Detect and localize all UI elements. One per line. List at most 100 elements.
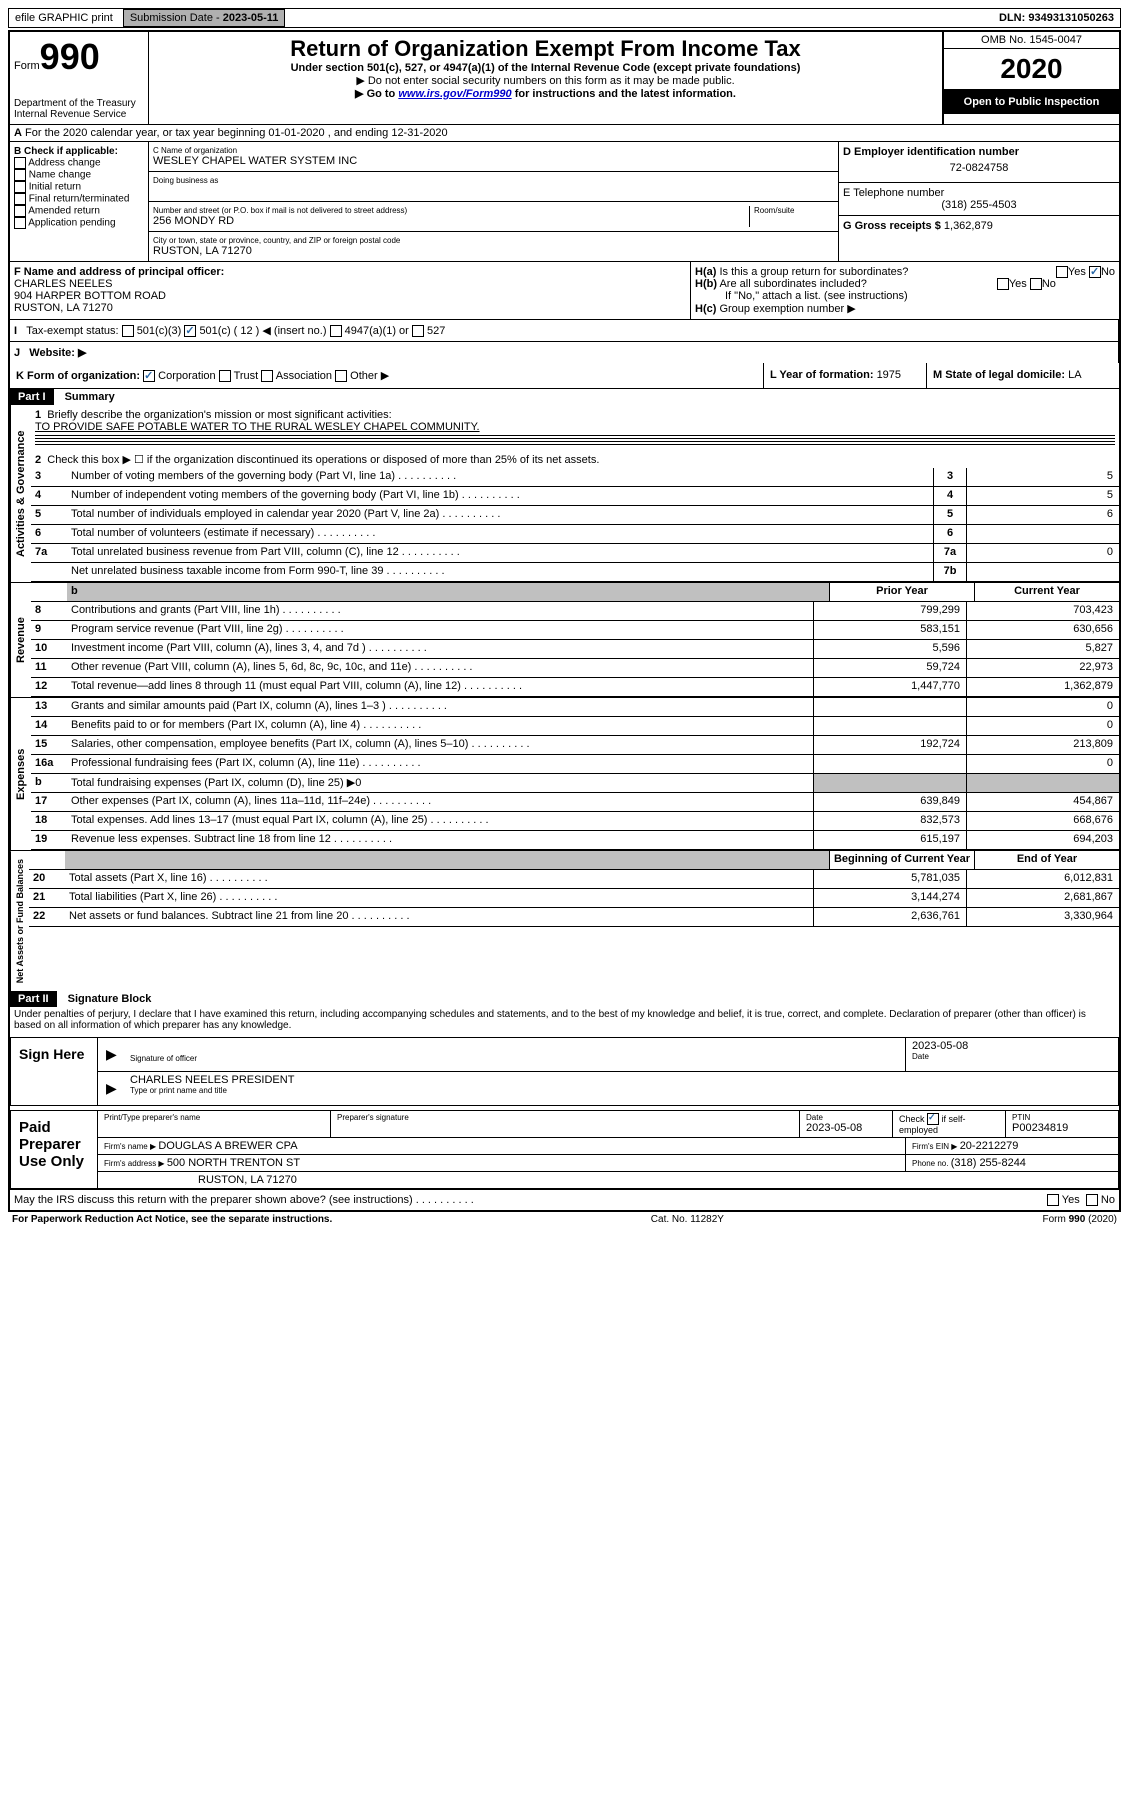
ein-label: D Employer identification number (843, 146, 1019, 158)
street-address: 256 MONDY RD (153, 215, 749, 227)
paid-preparer-section: Paid Preparer Use Only Print/Type prepar… (10, 1110, 1119, 1189)
part2-header-row: Part II Signature Block (10, 991, 1119, 1007)
footer-left: For Paperwork Reduction Act Notice, see … (12, 1214, 332, 1225)
officer-name-title: CHARLES NEELES PRESIDENT (130, 1074, 1112, 1086)
form-note1: ▶ Do not enter social security numbers o… (153, 74, 938, 87)
netassets-section: Net Assets or Fund Balances Beginning of… (10, 850, 1119, 991)
irs-link[interactable]: www.irs.gov/Form990 (398, 88, 511, 100)
data-row: 21 Total liabilities (Part X, line 26) 3… (29, 889, 1119, 908)
ha-yes[interactable] (1056, 266, 1068, 278)
firm-addr1: 500 NORTH TRENTON ST (167, 1157, 300, 1169)
data-row: 22 Net assets or fund balances. Subtract… (29, 908, 1119, 927)
cb-501c[interactable] (184, 325, 196, 337)
hb-label: Are all subordinates included? (719, 278, 866, 290)
officer-addr2: RUSTON, LA 71270 (14, 302, 113, 314)
ha-label: Is this a group return for subordinates? (719, 266, 908, 278)
ha-no[interactable] (1089, 266, 1101, 278)
gov-row: 5 Total number of individuals employed i… (31, 506, 1119, 525)
discuss-yes[interactable] (1047, 1194, 1059, 1206)
omb-number: OMB No. 1545-0047 (944, 32, 1119, 49)
public-inspection: Open to Public Inspection (944, 90, 1119, 114)
col-current: Current Year (974, 583, 1119, 601)
submission-date-box: Submission Date - 2023-05-11 (123, 9, 286, 27)
gov-row: Net unrelated business taxable income fr… (31, 563, 1119, 582)
city-label: City or town, state or province, country… (153, 236, 834, 245)
identity-section: B Check if applicable: Address change Na… (10, 142, 1119, 262)
page-footer: For Paperwork Reduction Act Notice, see … (8, 1212, 1121, 1227)
col-end: End of Year (974, 851, 1119, 869)
data-row: 14 Benefits paid to or for members (Part… (31, 717, 1119, 736)
checkbox-initial-return[interactable] (14, 181, 26, 193)
self-employed-check: Check if self-employed (899, 1114, 966, 1136)
firm-addr2: RUSTON, LA 71270 (98, 1172, 1118, 1188)
officer-addr1: 904 HARPER BOTTOM ROAD (14, 290, 166, 302)
hc-label: Group exemption number ▶ (719, 303, 855, 315)
state-domicile-label: M State of legal domicile: (933, 369, 1068, 381)
cb-4947[interactable] (330, 325, 342, 337)
phone-value: (318) 255-4503 (843, 199, 1115, 211)
hb-yes[interactable] (997, 278, 1009, 290)
form-container: Form990 Department of the TreasuryIntern… (8, 30, 1121, 1212)
dept-label: Department of the TreasuryInternal Reven… (14, 98, 144, 120)
expenses-label: Expenses (10, 698, 31, 850)
org-name: WESLEY CHAPEL WATER SYSTEM INC (153, 155, 834, 167)
data-row: 16a Professional fundraising fees (Part … (31, 755, 1119, 774)
city-state-zip: RUSTON, LA 71270 (153, 245, 834, 257)
org-name-label: C Name of organization (153, 146, 834, 155)
gov-row: 6 Total number of volunteers (estimate i… (31, 525, 1119, 544)
footer-mid: Cat. No. 11282Y (651, 1214, 724, 1225)
gross-receipts-label: G Gross receipts $ (843, 220, 944, 232)
dln-box: DLN: 93493131050263 (993, 10, 1120, 26)
part1-header-row: Part I Summary (10, 389, 1119, 405)
governance-label: Activities & Governance (10, 405, 31, 582)
checkbox-final-return[interactable] (14, 193, 26, 205)
ein-value: 72-0824758 (843, 158, 1115, 178)
data-row: 17 Other expenses (Part IX, column (A), … (31, 793, 1119, 812)
q1-label: Briefly describe the organization's miss… (47, 409, 391, 421)
officer-section: F Name and address of principal officer:… (10, 262, 1119, 320)
gross-receipts-value: 1,362,879 (944, 220, 993, 232)
data-row: 15 Salaries, other compensation, employe… (31, 736, 1119, 755)
data-row: 10 Investment income (Part VIII, column … (31, 640, 1119, 659)
efile-label[interactable]: efile GRAPHIC print (9, 10, 119, 26)
website-row: J Website: ▶ (10, 342, 1118, 363)
data-row: 12 Total revenue—add lines 8 through 11 … (31, 678, 1119, 697)
period-row: A For the 2020 calendar year, or tax yea… (10, 125, 1119, 142)
sig-date: 2023-05-08 (912, 1040, 1112, 1052)
checkbox-application-pending[interactable] (14, 217, 26, 229)
q2-label: Check this box ▶ ☐ if the organization d… (47, 454, 599, 466)
checkbox-address-change[interactable] (14, 157, 26, 169)
dba-label: Doing business as (153, 176, 834, 185)
year-formation: 1975 (877, 369, 901, 381)
hb-no[interactable] (1030, 278, 1042, 290)
footer-right: Form 990 (2020) (1043, 1214, 1117, 1225)
top-bar: efile GRAPHIC print Submission Date - 20… (8, 8, 1121, 28)
cb-other[interactable] (335, 370, 347, 382)
revenue-label: Revenue (10, 583, 31, 697)
cb-527[interactable] (412, 325, 424, 337)
officer-label: F Name and address of principal officer: (14, 266, 224, 278)
form-note2: ▶ Go to www.irs.gov/Form990 for instruct… (153, 87, 938, 100)
firm-ein: 20-2212279 (960, 1140, 1019, 1152)
year-formation-label: L Year of formation: (770, 369, 877, 381)
data-row: 13 Grants and similar amounts paid (Part… (31, 698, 1119, 717)
cb-assoc[interactable] (261, 370, 273, 382)
q1-answer: TO PROVIDE SAFE POTABLE WATER TO THE RUR… (35, 421, 480, 433)
cb-corp[interactable] (143, 370, 155, 382)
org-form-row: K Form of organization: Corporation Trus… (10, 363, 1119, 389)
box-b-label: B Check if applicable: (14, 146, 118, 157)
form-title: Return of Organization Exempt From Incom… (153, 36, 938, 62)
sign-here-section: Sign Here ▶ Signature of officer 2023-05… (10, 1037, 1119, 1106)
officer-name: CHARLES NEELES (14, 278, 112, 290)
firm-phone: (318) 255-8244 (951, 1157, 1026, 1169)
cb-501c3[interactable] (122, 325, 134, 337)
data-row: 18 Total expenses. Add lines 13–17 (must… (31, 812, 1119, 831)
checkbox-name-change[interactable] (14, 169, 26, 181)
checkbox-amended[interactable] (14, 205, 26, 217)
col-begin: Beginning of Current Year (829, 851, 974, 869)
cb-trust[interactable] (219, 370, 231, 382)
sig-officer-label: Signature of officer (130, 1054, 899, 1063)
room-label: Room/suite (754, 206, 834, 215)
expenses-section: Expenses 13 Grants and similar amounts p… (10, 697, 1119, 850)
discuss-no[interactable] (1086, 1194, 1098, 1206)
